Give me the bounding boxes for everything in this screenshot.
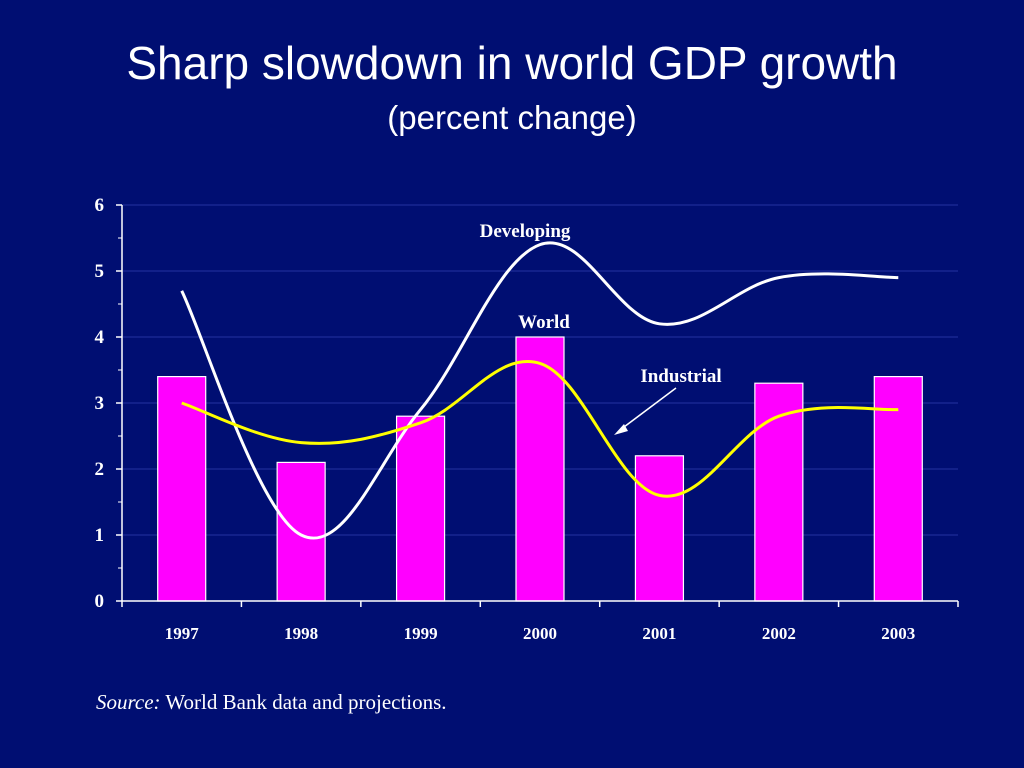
line-industrial bbox=[181, 360, 899, 498]
bars bbox=[157, 336, 923, 602]
x-tick-label: 2000 bbox=[523, 624, 557, 643]
x-tick-label: 2002 bbox=[762, 624, 796, 643]
axes: 0 1 2 3 4 5 6 1997 1998 1999 2000 2001 2002 2003 bbox=[95, 195, 959, 643]
y-tick-label: 4 bbox=[95, 327, 105, 348]
source-note: Source: World Bank data and projections. bbox=[96, 690, 447, 715]
source-text: World Bank data and projections. bbox=[165, 690, 447, 714]
x-tick-label: 1999 bbox=[404, 624, 438, 643]
y-tick-label: 5 bbox=[95, 261, 105, 282]
label-industrial: Industrial bbox=[640, 366, 721, 387]
x-tick-label: 1997 bbox=[165, 624, 200, 643]
y-tick-label: 2 bbox=[95, 459, 105, 480]
annotations: Developing World Industrial bbox=[480, 221, 722, 435]
label-world: World bbox=[518, 312, 570, 333]
bar-2000 bbox=[515, 336, 565, 602]
x-tick-label: 1998 bbox=[284, 624, 318, 643]
chart-title: Sharp slowdown in world GDP growth bbox=[126, 37, 898, 89]
industrial-pointer-line bbox=[619, 387, 677, 431]
y-tick-label: 0 bbox=[95, 591, 105, 612]
bar-1998 bbox=[276, 461, 326, 602]
line-developing bbox=[180, 241, 899, 540]
x-tick-label: 2001 bbox=[642, 624, 676, 643]
bar-1997 bbox=[157, 376, 207, 602]
bar-1999 bbox=[395, 415, 446, 602]
chart-subtitle: (percent change) bbox=[387, 99, 637, 136]
y-tick-label: 1 bbox=[95, 525, 105, 546]
bar-2003 bbox=[873, 376, 923, 602]
y-tick-label: 6 bbox=[95, 195, 105, 216]
series-lines bbox=[180, 241, 899, 540]
y-tick-label: 3 bbox=[95, 393, 105, 414]
industrial-pointer-arrowhead bbox=[614, 424, 628, 435]
bar-2001 bbox=[634, 455, 685, 602]
x-tick-label: 2003 bbox=[881, 624, 915, 643]
label-developing: Developing bbox=[480, 221, 571, 242]
source-label: Source: bbox=[96, 690, 161, 714]
